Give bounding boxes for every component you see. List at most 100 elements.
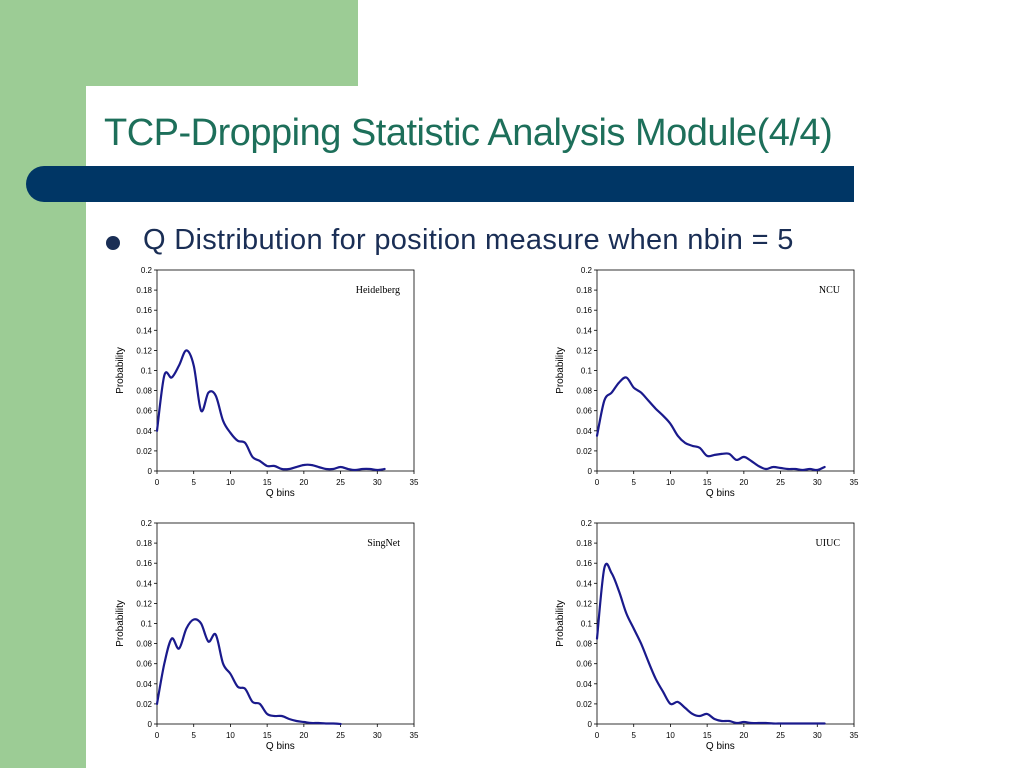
x-tick-label: 0 bbox=[155, 731, 160, 740]
y-tick-label: 0.1 bbox=[581, 367, 593, 376]
y-tick-label: 0.18 bbox=[136, 539, 152, 548]
y-tick-label: 0.16 bbox=[136, 559, 152, 568]
x-axis-label: Q bins bbox=[266, 741, 295, 752]
y-tick-label: 0.04 bbox=[576, 427, 592, 436]
y-tick-label: 0.14 bbox=[576, 326, 592, 335]
y-tick-label: 0 bbox=[148, 467, 153, 476]
x-tick-label: 5 bbox=[631, 478, 636, 487]
x-tick-label: 15 bbox=[263, 478, 272, 487]
x-tick-label: 10 bbox=[666, 731, 675, 740]
chart-heidelberg: 0 0.02 0.04 0.06 0.08 0.1 0.12 0.14 0.16 0.18 0.2 0… bbox=[115, 266, 419, 499]
chart-title: UIUC bbox=[816, 538, 841, 549]
x-tick-label: 0 bbox=[155, 478, 160, 487]
x-tick-label: 15 bbox=[263, 731, 272, 740]
y-tick-label: 0.08 bbox=[576, 640, 592, 649]
x-tick-label: 0 bbox=[595, 731, 600, 740]
y-tick-label: 0.12 bbox=[136, 599, 152, 608]
y-tick-label: 0.18 bbox=[576, 539, 592, 548]
x-tick-label: 20 bbox=[739, 478, 748, 487]
plot-area bbox=[156, 269, 415, 472]
y-tick-label: 0.1 bbox=[581, 620, 593, 629]
y-tick-label: 0.08 bbox=[576, 387, 592, 396]
y-tick-label: 0 bbox=[588, 467, 593, 476]
chart-title: NCU bbox=[819, 285, 841, 296]
series-line bbox=[155, 349, 386, 472]
y-tick-label: 0.2 bbox=[141, 266, 153, 275]
bullet-marker bbox=[106, 236, 120, 250]
x-tick-label: 10 bbox=[666, 478, 675, 487]
title-underline-bar bbox=[26, 166, 854, 202]
y-tick-label: 0.04 bbox=[136, 427, 152, 436]
x-tick-label: 20 bbox=[299, 478, 308, 487]
x-tick-label: 10 bbox=[226, 731, 235, 740]
series-line bbox=[595, 376, 826, 472]
y-tick-label: 0.16 bbox=[576, 306, 592, 315]
y-tick-label: 0.02 bbox=[576, 700, 592, 709]
y-axis-label: Probability bbox=[115, 600, 126, 647]
chart-ncu: 0 0.02 0.04 0.06 0.08 0.1 0.12 0.14 0.16 0.18 0.2 0… bbox=[555, 266, 859, 499]
y-tick-label: 0.12 bbox=[136, 346, 152, 355]
bullet-text: Q Distribution for position measure when… bbox=[143, 224, 794, 256]
y-tick-label: 0 bbox=[588, 720, 593, 729]
y-tick-label: 0.2 bbox=[581, 266, 593, 275]
x-tick-label: 0 bbox=[595, 478, 600, 487]
plot-area bbox=[156, 522, 415, 725]
chart-title: Heidelberg bbox=[356, 285, 400, 296]
y-tick-label: 0.18 bbox=[576, 286, 592, 295]
x-tick-label: 25 bbox=[776, 731, 785, 740]
y-tick-label: 0.06 bbox=[576, 407, 592, 416]
slide-title: TCP-Dropping Statistic Analysis Module(4… bbox=[104, 112, 833, 154]
x-tick-label: 15 bbox=[703, 478, 712, 487]
plot-area bbox=[596, 522, 855, 725]
x-tick-label: 20 bbox=[299, 731, 308, 740]
y-tick-label: 0.14 bbox=[136, 579, 152, 588]
x-axis-label: Q bins bbox=[266, 488, 295, 499]
x-tick-label: 30 bbox=[373, 478, 382, 487]
x-tick-label: 20 bbox=[739, 731, 748, 740]
y-tick-label: 0.08 bbox=[136, 640, 152, 649]
x-tick-label: 35 bbox=[850, 478, 859, 487]
x-tick-label: 5 bbox=[191, 731, 196, 740]
plot-area bbox=[596, 269, 855, 472]
top-decor-band bbox=[86, 0, 358, 86]
y-tick-label: 0.16 bbox=[576, 559, 592, 568]
y-tick-label: 0.12 bbox=[576, 599, 592, 608]
y-axis-label: Probability bbox=[555, 347, 566, 394]
y-tick-label: 0.02 bbox=[136, 700, 152, 709]
y-tick-label: 0.04 bbox=[136, 680, 152, 689]
x-tick-label: 10 bbox=[226, 478, 235, 487]
y-tick-label: 0.14 bbox=[576, 579, 592, 588]
y-tick-label: 0.12 bbox=[576, 346, 592, 355]
series-line bbox=[595, 562, 826, 725]
x-tick-label: 35 bbox=[410, 478, 419, 487]
chart-title: SingNet bbox=[367, 538, 400, 549]
y-tick-label: 0.1 bbox=[141, 620, 153, 629]
y-tick-label: 0.02 bbox=[136, 447, 152, 456]
x-axis-label: Q bins bbox=[706, 488, 735, 499]
x-tick-label: 25 bbox=[336, 478, 345, 487]
y-tick-label: 0.06 bbox=[576, 660, 592, 669]
x-tick-label: 25 bbox=[776, 478, 785, 487]
y-tick-label: 0.2 bbox=[581, 519, 593, 528]
y-tick-label: 0.18 bbox=[136, 286, 152, 295]
y-tick-label: 0.1 bbox=[141, 367, 153, 376]
x-tick-label: 5 bbox=[191, 478, 196, 487]
y-tick-label: 0.04 bbox=[576, 680, 592, 689]
y-tick-label: 0.16 bbox=[136, 306, 152, 315]
y-tick-label: 0.14 bbox=[136, 326, 152, 335]
x-tick-label: 35 bbox=[410, 731, 419, 740]
x-tick-label: 30 bbox=[813, 731, 822, 740]
chart-uiuc: 0 0.02 0.04 0.06 0.08 0.1 0.12 0.14 0.16 0.18 0.2 0… bbox=[555, 519, 859, 752]
y-tick-label: 0 bbox=[148, 720, 153, 729]
y-tick-label: 0.2 bbox=[141, 519, 153, 528]
left-decor-band bbox=[0, 0, 86, 768]
x-tick-label: 30 bbox=[813, 478, 822, 487]
x-tick-label: 15 bbox=[703, 731, 712, 740]
x-tick-label: 25 bbox=[336, 731, 345, 740]
y-axis-label: Probability bbox=[115, 347, 126, 394]
chart-singnet: 0 0.02 0.04 0.06 0.08 0.1 0.12 0.14 0.16 0.18 0.2 0… bbox=[115, 519, 419, 752]
y-tick-label: 0.06 bbox=[136, 660, 152, 669]
y-axis-label: Probability bbox=[555, 600, 566, 647]
y-tick-label: 0.02 bbox=[576, 447, 592, 456]
x-axis-label: Q bins bbox=[706, 741, 735, 752]
